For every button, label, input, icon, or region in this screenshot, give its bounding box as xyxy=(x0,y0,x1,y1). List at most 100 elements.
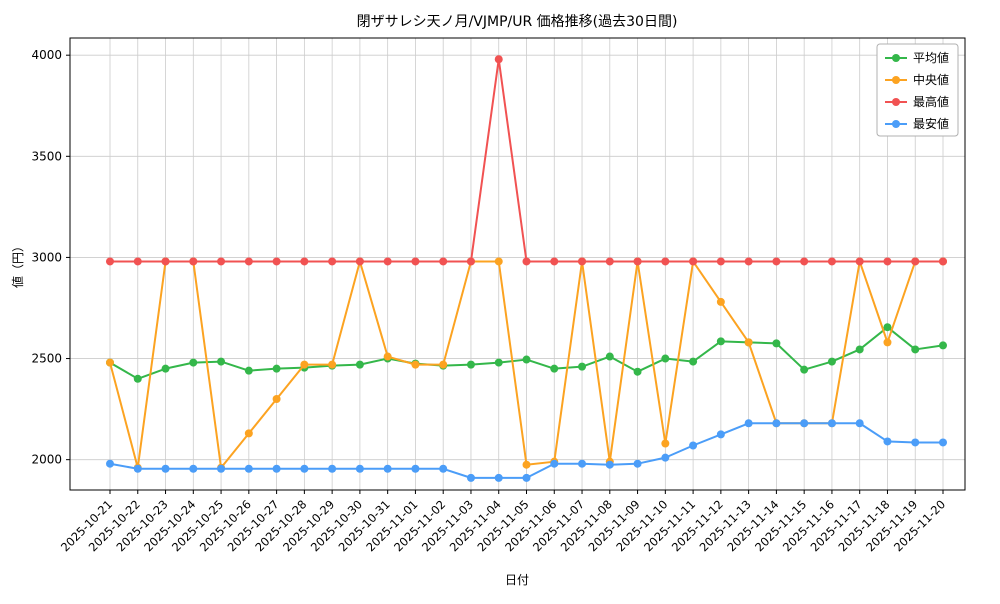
data-point-min xyxy=(800,419,809,428)
legend-marker-median xyxy=(892,76,900,84)
data-point-median xyxy=(439,360,448,369)
data-point-max xyxy=(883,257,892,266)
y-tick-label: 2500 xyxy=(31,352,62,366)
data-point-median xyxy=(883,338,892,347)
data-point-max xyxy=(106,257,114,266)
data-point-average xyxy=(716,337,725,346)
data-point-median xyxy=(744,338,753,347)
data-point-average xyxy=(689,357,698,366)
data-point-min xyxy=(189,464,198,473)
data-point-min xyxy=(661,453,670,462)
data-point-median xyxy=(411,360,420,369)
data-point-average xyxy=(355,360,364,369)
data-point-min xyxy=(411,464,420,473)
data-point-min xyxy=(855,419,864,428)
data-point-min xyxy=(272,464,281,473)
data-point-min xyxy=(939,438,947,447)
data-point-max xyxy=(772,257,781,266)
plot-border xyxy=(69,37,966,491)
legend-label-average: 平均値 xyxy=(913,50,949,65)
data-point-max xyxy=(939,257,947,266)
data-point-average xyxy=(661,354,670,363)
y-tick-label: 3000 xyxy=(31,250,62,264)
plot-area: 200025003000350040002025-10-212025-10-22… xyxy=(31,37,966,554)
data-point-min xyxy=(689,441,698,450)
data-point-average xyxy=(244,366,253,375)
data-point-min xyxy=(633,459,642,468)
data-point-max xyxy=(716,257,725,266)
data-point-max xyxy=(550,257,559,266)
data-point-max xyxy=(633,257,642,266)
data-point-min xyxy=(494,473,503,482)
data-point-average xyxy=(578,362,587,371)
data-point-average xyxy=(494,358,503,367)
data-point-max xyxy=(855,257,864,266)
y-axis-label: 値（円） xyxy=(10,240,25,288)
data-point-average xyxy=(217,357,226,366)
data-point-median xyxy=(522,460,531,469)
data-point-max xyxy=(411,257,420,266)
data-point-max xyxy=(578,257,587,266)
data-point-min xyxy=(883,437,892,446)
data-point-median xyxy=(716,297,725,306)
data-point-max xyxy=(355,257,364,266)
data-point-average xyxy=(161,364,170,373)
data-point-min xyxy=(300,464,309,473)
data-point-average xyxy=(550,364,559,373)
data-point-average xyxy=(855,345,864,354)
legend-label-max: 最高値 xyxy=(913,94,949,109)
data-point-median xyxy=(106,358,114,367)
data-point-max xyxy=(272,257,281,266)
data-point-max xyxy=(300,257,309,266)
chart-title: 閉ザサレシ天ノ月/VJMP/UR 価格推移(過去30日間) xyxy=(357,14,678,30)
y-tick-label: 4000 xyxy=(31,48,62,62)
data-point-median xyxy=(244,429,253,438)
data-point-average xyxy=(939,341,947,350)
data-point-median xyxy=(383,352,392,361)
data-point-min xyxy=(827,419,836,428)
data-point-average xyxy=(605,352,614,361)
data-point-min xyxy=(383,464,392,473)
x-axis-label: 日付 xyxy=(505,573,529,587)
data-point-max xyxy=(189,257,198,266)
data-point-average xyxy=(827,357,836,366)
y-tick-label: 3500 xyxy=(31,149,62,163)
data-point-min xyxy=(439,464,448,473)
data-point-min xyxy=(550,459,559,468)
data-point-min xyxy=(744,419,753,428)
data-point-median xyxy=(272,394,281,403)
data-point-min xyxy=(133,464,142,473)
data-point-average xyxy=(522,355,531,364)
data-point-min xyxy=(106,459,114,468)
data-point-max xyxy=(661,257,670,266)
legend-label-median: 中央値 xyxy=(913,72,949,87)
data-point-average xyxy=(633,367,642,376)
data-point-median xyxy=(494,257,503,266)
data-point-min xyxy=(522,473,531,482)
data-point-min xyxy=(355,464,364,473)
data-point-max xyxy=(161,257,170,266)
data-point-max xyxy=(133,257,142,266)
data-point-max xyxy=(217,257,226,266)
data-point-max xyxy=(494,55,503,64)
data-point-max xyxy=(439,257,448,266)
data-point-average xyxy=(800,365,809,374)
data-point-min xyxy=(772,419,781,428)
data-point-min xyxy=(716,430,725,439)
data-point-average xyxy=(772,339,781,348)
data-point-max xyxy=(689,257,698,266)
data-point-min xyxy=(605,460,614,469)
data-point-average xyxy=(911,345,920,354)
data-point-max xyxy=(800,257,809,266)
data-point-min xyxy=(578,459,587,468)
data-point-median xyxy=(300,360,309,369)
data-point-max xyxy=(911,257,920,266)
data-point-max xyxy=(744,257,753,266)
data-point-max xyxy=(466,257,475,266)
data-point-average xyxy=(272,364,281,373)
data-point-max xyxy=(522,257,531,266)
data-point-min xyxy=(244,464,253,473)
legend-marker-average xyxy=(892,54,900,62)
data-point-max xyxy=(827,257,836,266)
